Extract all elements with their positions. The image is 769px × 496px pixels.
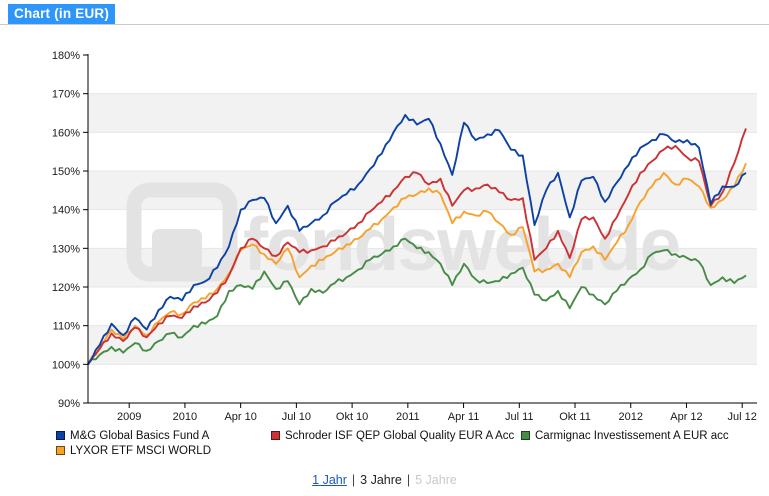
watermark-logo-icon <box>126 182 238 282</box>
series-line-1 <box>87 128 747 365</box>
separator: | <box>406 473 411 487</box>
watermark-text: fondsweb.de <box>243 202 680 286</box>
chart-area: fondsweb.de 180% 170% 160% 150% 140% 130% 120%… <box>0 26 769 426</box>
x-tick-label: Apr 10 <box>224 411 256 423</box>
x-tick-label: Jul 10 <box>282 411 311 423</box>
legend-item: LYXOR ETF MSCI WORLD <box>56 445 211 457</box>
x-tick-label: Okt 10 <box>336 411 368 423</box>
x-tick-label: Apr 11 <box>448 411 480 423</box>
y-tick-label: 130% <box>52 243 80 255</box>
range-option-3-jahre[interactable]: 3 Jahre <box>360 473 402 487</box>
legend-swatch-icon <box>521 431 530 440</box>
legend-label: LYXOR ETF MSCI WORLD <box>70 444 211 457</box>
page-title: Chart (in EUR) <box>8 4 116 24</box>
y-tick-label: 90% <box>58 398 80 410</box>
series-line-2 <box>87 237 747 365</box>
x-axis-labels: 2009 2010 Apr 10 Jul 10 Okt 10 2011 Apr 11 Jul … <box>117 411 757 423</box>
legend-label: Carmignac Investissement A EUR acc <box>535 429 729 442</box>
y-tick-label: 170% <box>52 89 80 101</box>
y-tick-label: 110% <box>53 321 81 333</box>
x-tick-label: 2010 <box>173 411 197 423</box>
range-option-5-jahre: 5 Jahre <box>415 473 457 487</box>
series-line-0 <box>87 113 747 365</box>
legend-swatch-icon <box>56 431 65 440</box>
legend-item: Schroder ISF QEP Global Quality EUR A Ac… <box>271 430 521 442</box>
legend: M&G Global Basics Fund A Schroder ISF QEP… <box>56 428 756 458</box>
y-tick-label: 150% <box>52 166 80 178</box>
time-range-selector: 1 Jahr | 3 Jahre | 5 Jahre <box>0 473 769 487</box>
grid-bands <box>88 93 757 365</box>
legend-label: Schroder ISF QEP Global Quality EUR A Ac… <box>285 429 515 442</box>
y-tick-label: 140% <box>52 205 80 217</box>
legend-swatch-icon <box>271 431 280 440</box>
x-tick-label: Apr 12 <box>670 411 702 423</box>
axes <box>83 54 757 408</box>
legend-item: M&G Global Basics Fund A <box>56 430 271 442</box>
legend-swatch-icon <box>56 446 65 455</box>
series-line-3 <box>87 162 747 365</box>
legend-row: M&G Global Basics Fund A Schroder ISF QEP… <box>56 428 756 443</box>
legend-label: M&G Global Basics Fund A <box>70 429 210 442</box>
y-tick-label: 180% <box>52 50 80 62</box>
x-tick-label: 2009 <box>117 411 141 423</box>
x-tick-label: Jul 12 <box>728 411 757 423</box>
y-tick-label: 160% <box>52 127 80 139</box>
y-tick-label: 120% <box>52 282 80 294</box>
watermark-logo-inner-icon <box>152 229 202 272</box>
legend-row: LYXOR ETF MSCI WORLD <box>56 443 756 458</box>
separator: | <box>351 473 356 487</box>
watermark: fondsweb.de <box>126 182 682 286</box>
legend-item: Carmignac Investissement A EUR acc <box>521 430 729 442</box>
y-tick-label: 100% <box>52 359 80 371</box>
x-tick-label: Jul 11 <box>505 411 534 423</box>
y-axis-labels: 180% 170% 160% 150% 140% 130% 120% 110% 100% 90% <box>52 50 80 410</box>
x-tick-label: 2012 <box>619 411 643 423</box>
x-tick-label: Okt 11 <box>559 411 591 423</box>
title-divider <box>0 24 769 25</box>
x-tick-label: 2011 <box>396 411 420 423</box>
range-link-1-jahr[interactable]: 1 Jahr <box>312 473 347 487</box>
performance-chart: fondsweb.de 180% 170% 160% 150% 140% 130% 120%… <box>52 50 757 423</box>
series-lines <box>87 113 747 365</box>
